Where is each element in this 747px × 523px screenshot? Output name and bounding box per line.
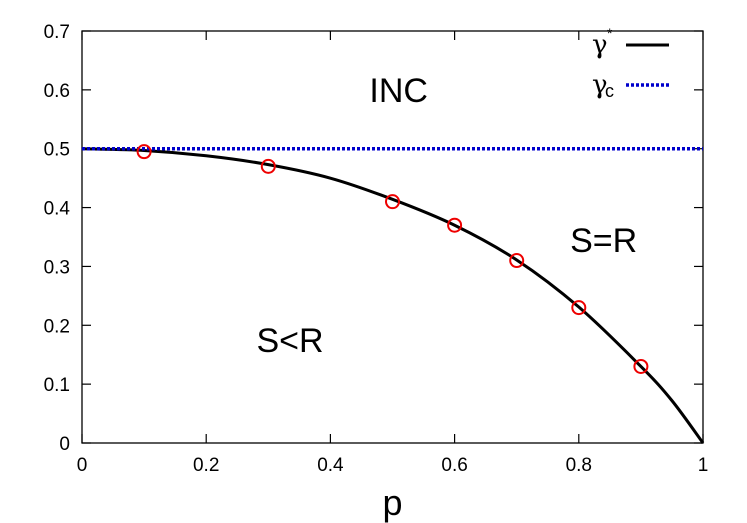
plot-area <box>81 30 704 444</box>
legend-entry-label: γ <box>592 70 608 100</box>
series-layer <box>81 144 705 444</box>
region-label: INC <box>369 72 428 110</box>
region-label: S=R <box>570 222 637 260</box>
legend-entry-superscript: * <box>607 25 613 41</box>
y-tick-label: 0.6 <box>44 81 70 102</box>
data-point-marker <box>447 217 463 233</box>
x-tick-label: 0.8 <box>566 455 592 476</box>
plot-frame <box>81 30 704 444</box>
legend-entry-subscript: c <box>605 81 614 101</box>
y-tick-label: 0 <box>59 434 70 455</box>
data-point-marker <box>633 358 649 374</box>
x-tick-label: 0.2 <box>193 455 219 476</box>
axis-ticks: 0 0.2 0.4 0.6 0.8 1 0 0.1 0.2 0.3 0.4 0.5 0.6 0.7 <box>44 22 709 476</box>
annotations-layer: INC S=R S<R <box>256 72 637 360</box>
y-tick-label: 0.2 <box>44 316 70 337</box>
data-point-marker <box>571 300 587 316</box>
y-tick-label: 0.7 <box>44 22 70 43</box>
x-tick-label: 0.4 <box>317 455 344 476</box>
x-tick-label: 0 <box>77 455 88 476</box>
data-point-marker <box>509 253 525 269</box>
y-tick-label: 0.3 <box>44 257 70 278</box>
x-tick-label: 0.6 <box>441 455 467 476</box>
region-label: S<R <box>256 322 323 360</box>
data-point-marker <box>385 194 400 210</box>
x-axis-label: p <box>382 482 402 523</box>
data-point-marker <box>260 158 276 174</box>
data-point-marker <box>136 144 152 160</box>
y-tick-label: 0.1 <box>44 375 70 396</box>
x-tick-label: 1 <box>698 455 709 476</box>
y-tick-label: 0.5 <box>44 140 70 161</box>
legend-entry-label: γ <box>592 30 608 60</box>
y-tick-label: 0.4 <box>44 199 71 220</box>
series-line-gamma-star <box>81 147 705 444</box>
legend: γ *γc <box>592 25 669 101</box>
